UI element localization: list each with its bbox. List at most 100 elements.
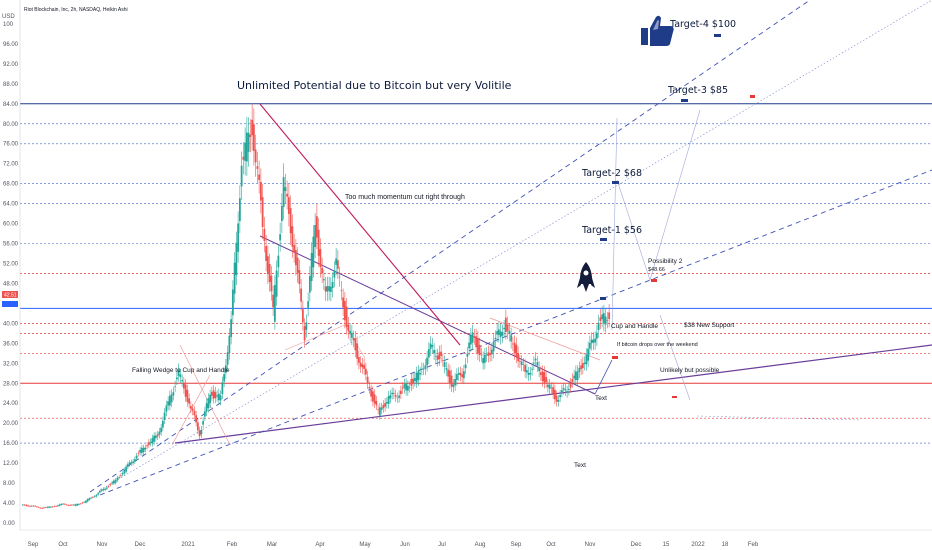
candle-body <box>90 497 93 499</box>
candle-body <box>105 487 108 489</box>
candle-body <box>569 383 572 388</box>
candle-body <box>28 506 31 507</box>
x-tick-label: 2022 <box>691 542 705 548</box>
candle-body <box>342 297 345 308</box>
candle-body <box>328 286 331 292</box>
candle-body <box>74 504 77 506</box>
candle-body <box>181 379 184 382</box>
candle-body <box>431 345 434 347</box>
candle-body <box>137 453 140 455</box>
candle-body <box>60 503 63 505</box>
candle-body <box>230 319 233 337</box>
candle-body <box>546 384 549 388</box>
candle-body <box>231 289 234 316</box>
candle-body <box>419 373 422 375</box>
candle-body <box>599 317 602 322</box>
candle-body <box>527 372 530 376</box>
candle-body <box>385 401 388 404</box>
candle-body <box>408 387 411 388</box>
candle-body <box>266 256 269 275</box>
candle-body <box>200 429 203 435</box>
candle-body <box>319 249 322 268</box>
candle-body <box>63 503 66 505</box>
y-tick-label: 72.00 <box>3 162 19 168</box>
target-3-marker <box>681 99 688 102</box>
candle-body <box>606 319 609 321</box>
y-axis-unit: USD <box>2 14 15 20</box>
candle-body <box>531 368 534 370</box>
candle-body <box>83 501 86 503</box>
candle-body <box>142 447 145 453</box>
candle-body <box>438 352 441 360</box>
y-tick-label: 32.00 <box>3 361 19 367</box>
candle-body <box>366 376 369 384</box>
candle-body <box>494 337 497 340</box>
candle-body <box>574 371 577 381</box>
candle-body <box>23 504 26 506</box>
candle-body <box>452 384 455 388</box>
candle-body <box>165 405 168 412</box>
candle-body <box>272 294 275 308</box>
possibility-annotation: Possibility 2 <box>648 258 683 265</box>
y-axis: 0.00 4.00 8.00 12.00 16.00 20.00 24.00 28.00 32.… <box>3 0 21 530</box>
y-tick-label: 92.00 <box>3 62 19 68</box>
candle-body <box>559 395 562 398</box>
candle-body <box>336 260 339 269</box>
candle-body <box>413 377 416 382</box>
candle-body <box>585 354 588 365</box>
candle-body <box>368 386 371 389</box>
candle-body <box>275 270 278 297</box>
candle-body <box>389 395 392 399</box>
y-tick-label: 24.00 <box>3 401 19 407</box>
candle-body <box>485 354 488 356</box>
candle-body <box>608 312 611 320</box>
candle-body <box>399 390 402 395</box>
pattern-line-a <box>284 324 346 351</box>
x-tick-label: 18 <box>722 542 729 548</box>
candle-body <box>356 343 359 359</box>
candle-body <box>473 336 476 338</box>
candle-body <box>571 379 574 383</box>
candle-body <box>371 391 374 402</box>
candle-body <box>245 132 248 162</box>
candle-body <box>363 364 366 369</box>
candles <box>21 103 611 510</box>
candle-body <box>370 389 373 397</box>
candle-body <box>25 504 28 506</box>
candle-body <box>315 216 318 238</box>
candle-body <box>100 489 103 491</box>
candle-body <box>116 477 119 481</box>
candle-body <box>293 245 296 252</box>
candle-body <box>172 392 175 396</box>
candle-body <box>91 497 94 498</box>
possibility-marker <box>651 279 657 282</box>
candle-body <box>354 338 357 351</box>
target-3-label: Target-3 $85 <box>667 85 728 96</box>
candle-body <box>280 206 283 222</box>
candle-body <box>567 388 570 391</box>
candle-body <box>508 330 511 334</box>
candle-body <box>77 503 80 505</box>
candle-body <box>32 505 35 507</box>
candle-body <box>450 375 453 387</box>
support-annotation: $38 New Support <box>684 322 734 329</box>
candle-body <box>144 447 147 450</box>
candle-body <box>340 290 343 291</box>
candle-body <box>459 372 462 376</box>
candle-body <box>97 493 100 495</box>
candle-body <box>62 503 65 505</box>
candle-body <box>182 382 185 389</box>
candle-body <box>566 391 569 393</box>
candle-body <box>581 363 584 369</box>
candle-body <box>506 324 509 332</box>
candle-body <box>88 498 91 500</box>
candle-body <box>592 339 595 343</box>
candle-body <box>184 384 187 397</box>
candle-body <box>329 286 332 292</box>
candle-body <box>525 370 528 373</box>
candle-body <box>538 367 541 372</box>
candle-body <box>237 223 240 252</box>
x-tick-label: Nov <box>97 542 108 548</box>
candle-body <box>207 398 210 409</box>
